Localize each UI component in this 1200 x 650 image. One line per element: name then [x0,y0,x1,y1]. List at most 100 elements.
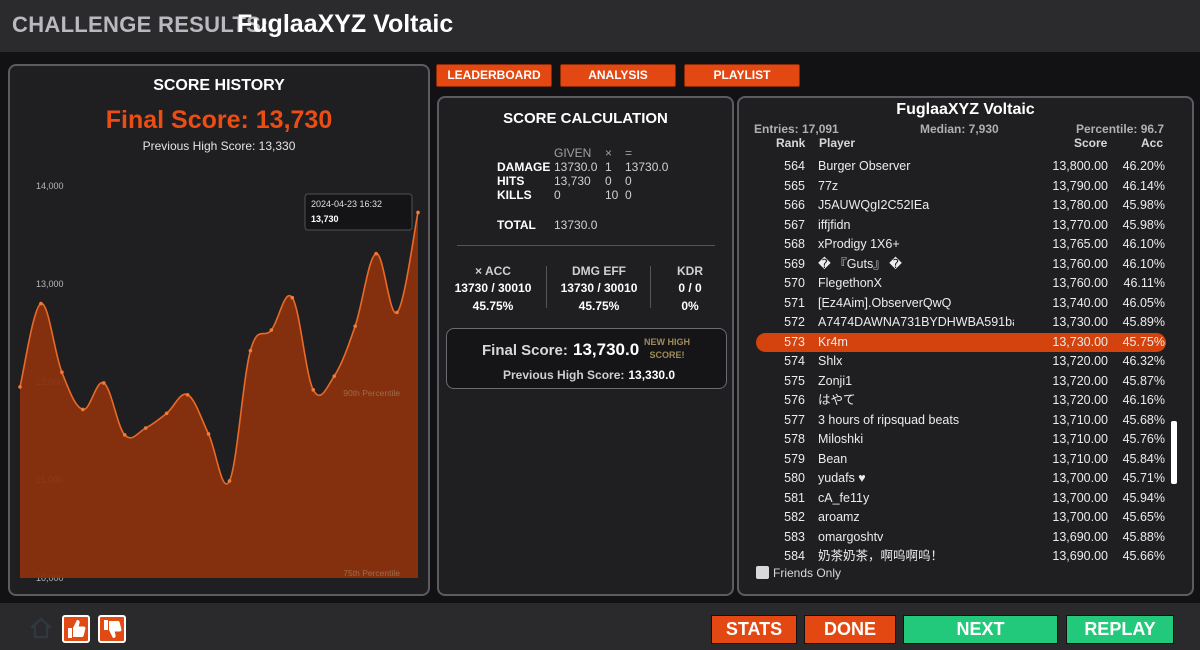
entries-count: Entries: 17,091 [754,122,839,136]
acc-cell: 45.68% [1122,412,1165,427]
row-hits-mult: 0 [605,174,612,188]
total-value: 13730.0 [554,218,598,232]
score-cell: 13,720.00 [1052,373,1108,388]
row-kills-result: 0 [625,188,632,202]
col-player-header[interactable]: Player [819,136,856,150]
rank-cell: 568 [784,237,805,251]
acc-cell: 45.87% [1122,373,1165,388]
friends-only-label: Friends Only [773,566,842,580]
rank-cell: 569 [784,256,805,271]
player-cell: J5AUWQgI2C52IEa [818,198,930,212]
score-cell: 13,710.00 [1052,432,1108,446]
leaderboard-row[interactable]: 576 はやて 13,720.00 46.16% [756,391,1166,411]
leaderboard-row[interactable]: 584 奶茶奶茶，啊呜啊呜！ 13,690.00 45.66% [756,547,1166,564]
player-cell: Bean [818,451,848,466]
friends-only-checkbox[interactable] [756,566,769,579]
leaderboard-row[interactable]: 572 A7474DAWNA731BYDHWBA591bá 13,730.00 45.… [756,313,1166,333]
score-point [60,370,64,375]
player-cell: A7474DAWNA731BYDHWBA591bá [818,315,1014,329]
score-calculation-title: SCORE CALCULATION [503,110,668,127]
leaderboard-row[interactable]: 581 cA_fe11y 13,700.00 45.94% [756,489,1166,509]
row-damage-label: DAMAGE [497,160,551,174]
stat-dmg-eff-label: DMG EFF [572,264,626,278]
next-button[interactable]: NEXT [903,615,1058,644]
player-cell: iffjfidn [818,217,851,232]
previous-high-value: 13,330.0 [628,368,676,382]
score-point [395,310,399,315]
score-cell: 13,770.00 [1052,217,1108,232]
score-point [164,411,169,416]
stat-dmg-eff-value: 13730 / 30010 [560,281,638,295]
leaderboard-row[interactable]: 571 [Ez4Aim].ObserverQwQ 13,740.00 46.05% [756,294,1166,314]
leaderboard-row[interactable]: 577 3 hours of ripsquad beats 13,710.00 45.… [756,411,1166,431]
score-cell: 13,760.00 [1052,256,1108,271]
score-cell: 13,720.00 [1052,393,1108,407]
percentile-90-label: 90th Percentile [343,388,400,398]
leaderboard-list[interactable]: 564 Burger Observer 13,800.00 46.20% 565 77z 1… [756,157,1166,564]
home-icon[interactable] [29,616,53,640]
done-button[interactable]: DONE [804,615,896,644]
leaderboard-row[interactable]: 583 omargoshtv 13,690.00 45.88% [756,528,1166,548]
player-cell: Shlx [818,354,843,368]
leaderboard-row[interactable]: 567 iffjfidn 13,770.00 45.98% [756,216,1166,236]
tab-analysis[interactable]: ANALYSIS [560,64,676,87]
col-rank-header[interactable]: Rank [776,136,806,150]
leaderboard-row[interactable]: 570 FlegethonX 13,760.00 46.11% [756,274,1166,294]
row-kills-given: 0 [554,188,561,202]
leaderboard-row[interactable]: 574 Shlx 13,720.00 46.32% [756,352,1166,372]
stat-kdr-pct: 0% [681,299,699,313]
tab-playlist[interactable]: PLAYLIST [684,64,800,87]
replay-button[interactable]: REPLAY [1066,615,1174,644]
score-point [332,374,337,378]
row-hits-result: 0 [625,174,632,188]
score-cell: 13,710.00 [1052,412,1108,427]
row-hits-label: HITS [497,174,525,188]
player-cell: [Ez4Aim].ObserverQwQ [818,295,952,310]
player-cell: Burger Observer [818,159,911,173]
friends-only-toggle[interactable]: Friends Only [756,566,841,580]
leaderboard-row[interactable]: 582 aroamz 13,700.00 45.65% [756,508,1166,528]
score-cell: 13,720.00 [1052,354,1108,368]
leaderboard-title: FuglaaXYZ Voltaic [896,101,1035,118]
stat-kdr-value: 0 / 0 [678,281,702,295]
leaderboard-row[interactable]: 575 Zonji1 13,720.00 45.87% [756,372,1166,392]
rank-cell: 571 [784,295,805,310]
col-acc-header[interactable]: Acc [1141,136,1164,150]
leaderboard-scrollbar[interactable] [1171,421,1177,484]
tab-leaderboard[interactable]: LEADERBOARD [436,64,552,87]
rank-cell: 565 [784,178,805,193]
score-point [39,301,43,306]
row-damage-given: 13730.0 [554,160,598,174]
leaderboard-row-current-player[interactable]: 573 Kr4m 13,730.00 45.75% [756,332,1166,352]
row-hits-given: 13,730 [554,174,591,188]
acc-cell: 45.98% [1122,217,1165,232]
acc-cell: 45.84% [1122,451,1165,466]
rank-cell: 584 [784,549,805,563]
leaderboard-row[interactable]: 580 yudafs ♥ 13,700.00 45.71% [756,469,1166,489]
rank-cell: 581 [784,490,805,505]
leaderboard-row[interactable]: 578 Miloshki 13,710.00 45.76% [756,430,1166,450]
leaderboard-row[interactable]: 566 J5AUWQgI2C52IEa 13,780.00 45.98% [756,196,1166,216]
leaderboard-row[interactable]: 569 � 『Guts』 � 13,760.00 46.10% [756,255,1166,275]
leaderboard-row[interactable]: 568 xProdigy 1X6+ 13,765.00 46.10% [756,235,1166,255]
score-point [101,381,106,385]
thumbs-up-icon[interactable] [62,615,90,643]
leaderboard-row[interactable]: 564 Burger Observer 13,800.00 46.20% [756,157,1166,177]
stat-acc-value: 13730 / 30010 [454,281,532,295]
leaderboard-row[interactable]: 565 77z 13,790.00 46.14% [756,177,1166,197]
col-score-header[interactable]: Score [1074,136,1108,150]
score-point [353,324,357,328]
acc-cell: 45.75% [1122,334,1165,349]
acc-cell: 46.14% [1122,178,1165,193]
final-score-headline: Final Score: 13,730 [105,106,333,134]
stats-button[interactable]: STATS [711,615,797,644]
player-cell: 3 hours of ripsquad beats [818,412,960,427]
leaderboard-panel: FuglaaXYZ Voltaic Entries: 17,091 Median… [737,96,1194,596]
stat-acc-label: × ACC [475,264,511,278]
thumbs-down-icon[interactable] [98,615,126,643]
rank-cell: 572 [784,315,805,329]
player-cell: � 『Guts』 � [818,256,902,271]
row-kills-mult: 10 [605,188,619,202]
leaderboard-row[interactable]: 579 Bean 13,710.00 45.84% [756,450,1166,470]
